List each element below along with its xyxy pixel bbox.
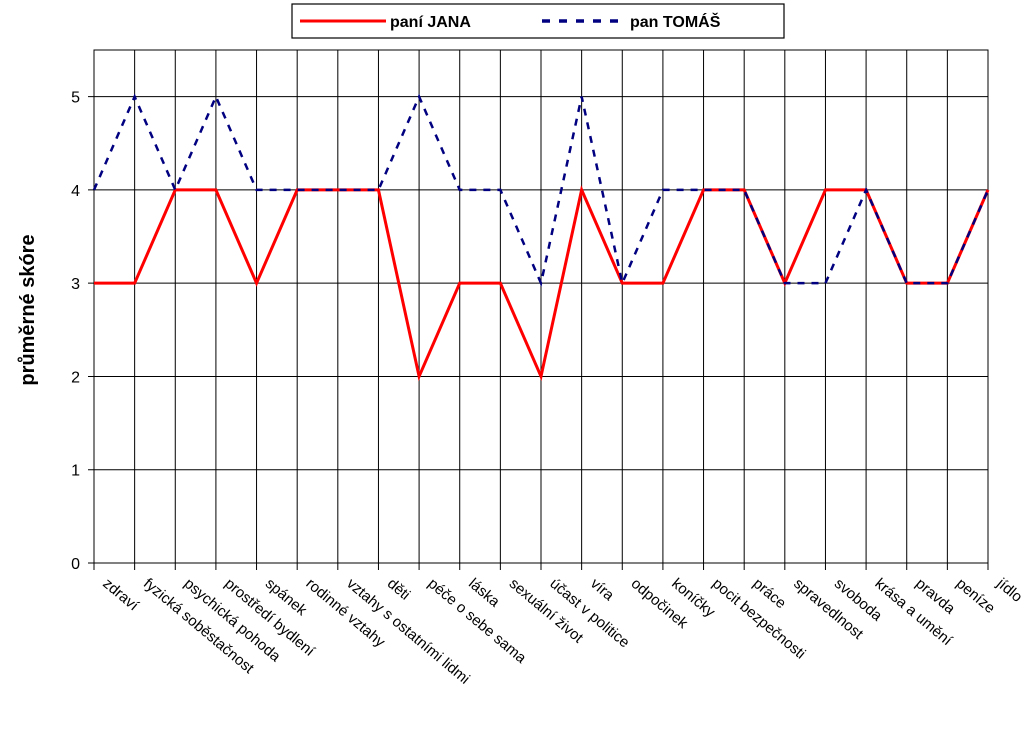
x-tick-label: víra [587, 575, 618, 605]
y-axis-ticks: 0 1 2 3 4 5 [71, 90, 80, 573]
y-tick-label: 1 [71, 463, 80, 480]
y-axis-title: průměrné skóre [17, 234, 39, 385]
legend-label-series-2: pan TOMÁŠ [630, 12, 721, 31]
plot-border [93, 49, 989, 564]
y-tick-label: 5 [71, 90, 80, 107]
gridlines [88, 50, 989, 570]
y-tick-label: 0 [71, 556, 80, 573]
series-line-1 [94, 185, 990, 382]
legend-label-series-1: paní JANA [390, 14, 471, 31]
series-lines [92, 93, 990, 382]
plot-area [93, 49, 989, 564]
x-tick-label: děti [384, 575, 413, 604]
x-tick-label: jídlo [993, 574, 1024, 605]
x-tick-label: peníze [953, 575, 998, 617]
y-tick-label: 4 [71, 183, 80, 200]
legend: paní JANA pan TOMÁŠ [291, 3, 785, 39]
x-tick-label: zdraví [99, 575, 142, 615]
series-line-2 [92, 93, 990, 288]
y-tick-label: 2 [71, 369, 80, 386]
y-tick-label: 3 [71, 276, 80, 293]
